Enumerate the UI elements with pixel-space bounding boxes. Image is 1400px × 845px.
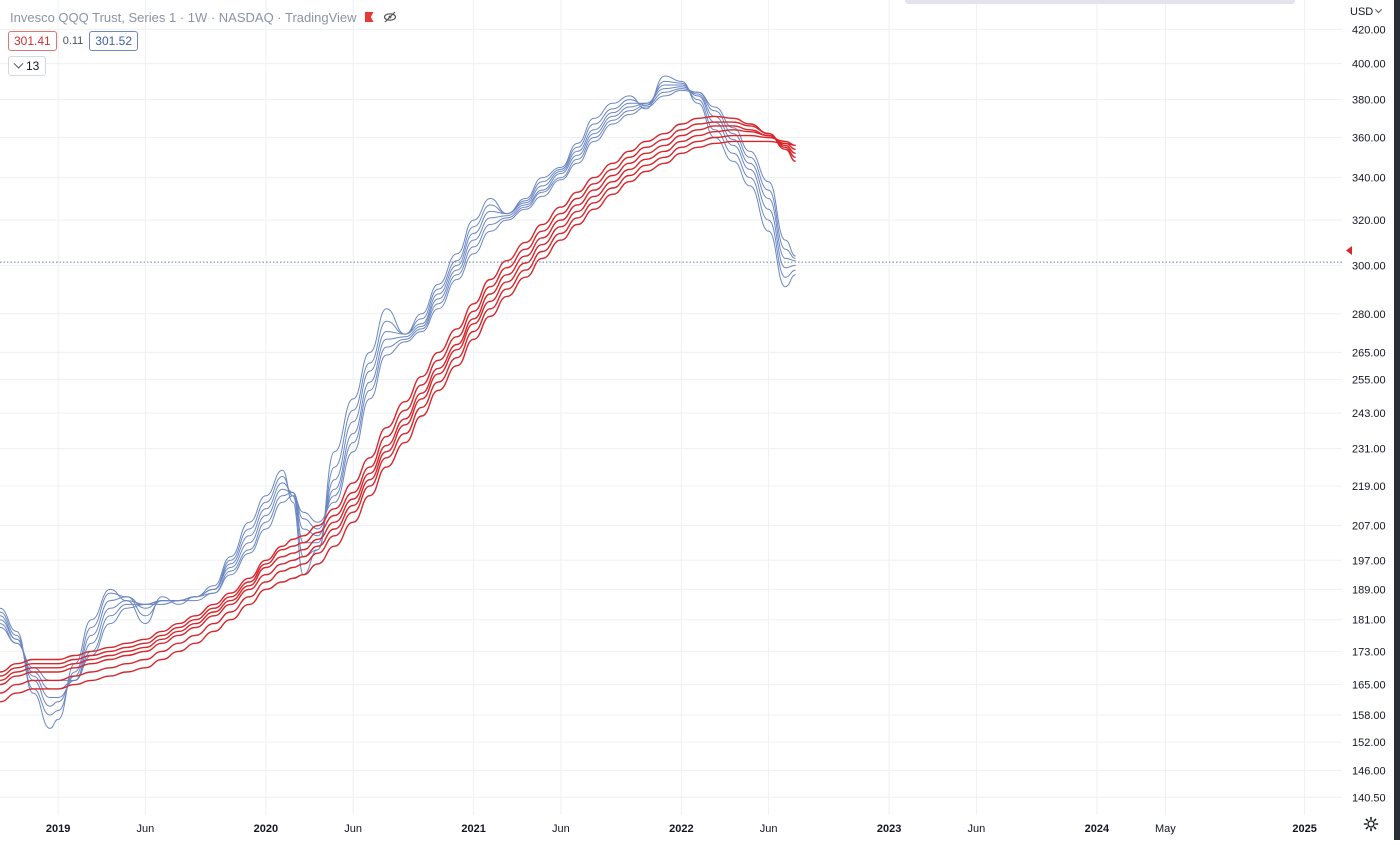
currency-selector[interactable]: USD [1350, 5, 1383, 18]
y-tick-label: 189.00 [1352, 584, 1386, 596]
y-tick-label: 400.00 [1352, 59, 1386, 71]
y-tick-label: 181.00 [1352, 615, 1386, 627]
x-tick-label: Jun [137, 823, 155, 835]
y-tick-label: 152.00 [1352, 737, 1386, 749]
indicators-count: 13 [26, 59, 40, 73]
y-tick-label: 219.00 [1352, 481, 1386, 493]
y-tick-label: 280.00 [1352, 309, 1386, 321]
y-tick-label: 231.00 [1352, 444, 1386, 456]
x-tick-label: May [1155, 823, 1176, 835]
y-tick-label: 340.00 [1352, 173, 1386, 185]
price-line [0, 246, 1352, 263]
y-tick-label: 255.00 [1352, 374, 1386, 386]
flag-icon[interactable] [363, 10, 377, 24]
blue-value-badge: 301.52 [89, 31, 138, 51]
x-tick-label: Jun [760, 823, 778, 835]
chevron-down-icon [13, 58, 24, 69]
chevron-down-icon [1375, 5, 1383, 13]
y-tick-label: 140.50 [1352, 792, 1386, 804]
gear-icon[interactable] [1363, 816, 1379, 832]
x-tick-label: 2021 [461, 823, 485, 835]
long-ma-line-7 [0, 121, 796, 677]
indicators-toggle-button[interactable]: 13 [8, 56, 47, 76]
y-tick-label: 300.00 [1352, 260, 1386, 272]
y-tick-label: 158.00 [1352, 710, 1386, 722]
symbol-title[interactable]: Invesco QQQ Trust, Series 1 · 1W · NASDA… [10, 9, 357, 25]
y-tick-label: 320.00 [1352, 215, 1386, 227]
x-tick-label: 2023 [877, 823, 901, 835]
x-tick-label: Jun [968, 823, 986, 835]
short-ma-line-0 [0, 75, 796, 729]
long-ma-line-9 [0, 129, 796, 686]
y-tick-label: 165.00 [1352, 680, 1386, 692]
eye-off-icon[interactable] [383, 10, 397, 24]
short-ma-line-5 [0, 89, 796, 681]
symbol-legend[interactable]: Invesco QQQ Trust, Series 1 · 1W · NASDA… [10, 7, 397, 27]
x-tick-label: 2025 [1292, 823, 1316, 835]
time-axis[interactable]: 2019 Jun 2020 Jun 2021 Jun 2022 Jun 2023 Jun 2024 M… [46, 823, 1317, 835]
price-axis[interactable]: 420.00 400.00 380.00 360.00 340.00 320.00 300.… [1352, 24, 1386, 804]
long-ma-line-10 [0, 134, 796, 694]
mid-value: 0.11 [62, 35, 84, 47]
x-tick-label: Jun [552, 823, 570, 835]
x-tick-label: 2019 [46, 823, 70, 835]
grid-lines [0, 0, 1342, 815]
x-tick-label: 2020 [254, 823, 278, 835]
long-ma-line-6 [0, 115, 796, 673]
y-tick-label: 265.00 [1352, 347, 1386, 359]
y-tick-label: 243.00 [1352, 408, 1386, 420]
y-tick-label: 173.00 [1352, 646, 1386, 658]
x-tick-label: 2022 [669, 823, 693, 835]
y-tick-label: 207.00 [1352, 521, 1386, 533]
indicator-values: 301.41 0.11 301.52 [8, 31, 138, 51]
y-tick-label: 197.00 [1352, 555, 1386, 567]
short-ma-line-2 [0, 84, 796, 707]
long-ma-line-8 [0, 125, 796, 682]
series-lines [0, 75, 796, 729]
window-frame-edge [1394, 0, 1400, 840]
short-ma-line-3 [0, 86, 796, 698]
x-tick-label: 2024 [1085, 823, 1110, 835]
y-tick-label: 146.00 [1352, 765, 1386, 777]
currency-label: USD [1350, 6, 1374, 18]
price-marker-icon [1346, 246, 1352, 255]
short-ma-line-4 [0, 88, 796, 690]
top-strip [905, 0, 1295, 4]
y-tick-label: 360.00 [1352, 133, 1386, 145]
red-value-badge: 301.41 [8, 31, 57, 51]
x-tick-label: Jun [344, 823, 362, 835]
y-tick-label: 380.00 [1352, 95, 1386, 107]
long-ma-line-11 [0, 140, 796, 703]
y-tick-label: 420.00 [1352, 24, 1386, 36]
